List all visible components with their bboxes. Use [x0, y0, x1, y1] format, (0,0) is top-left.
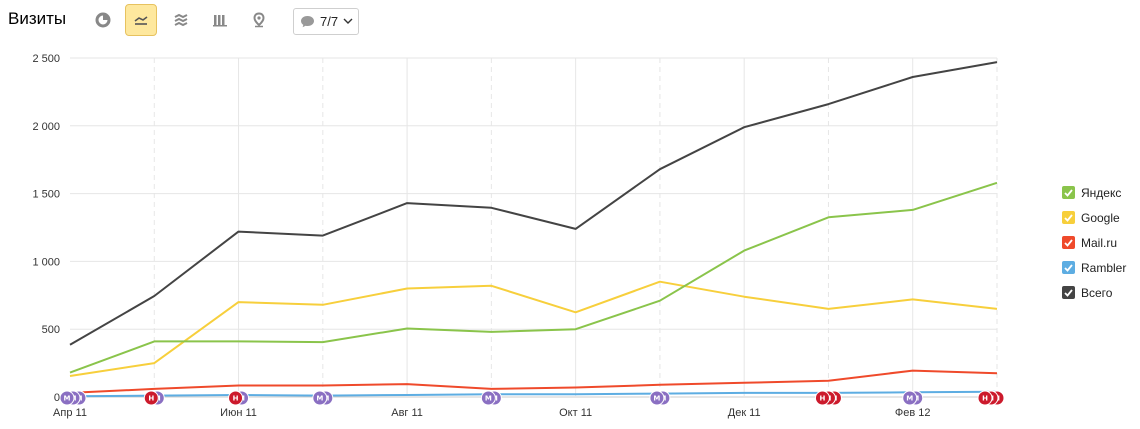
checkbox-icon[interactable] — [1062, 236, 1075, 249]
x-tick-label: Авг 11 — [391, 407, 423, 419]
bar-chart-icon — [213, 15, 227, 27]
legend-item[interactable]: Mail.ru — [1062, 230, 1126, 255]
annotation-marker[interactable]: М — [59, 390, 75, 406]
line-chart-button[interactable] — [125, 4, 157, 36]
area-chart-icon — [174, 13, 188, 27]
comment-icon — [301, 16, 314, 28]
map-pin-icon — [253, 12, 265, 28]
legend-item[interactable]: Яндекс — [1062, 180, 1126, 205]
series-line — [69, 390, 998, 398]
annotation-letter: Н — [982, 395, 988, 403]
legend-item[interactable]: Rambler — [1062, 255, 1126, 280]
legend-label: Google — [1081, 210, 1120, 225]
annotation-letter: М — [64, 395, 71, 403]
annotation-letter: Н — [820, 395, 826, 403]
chevron-down-icon — [343, 18, 353, 24]
annotation-letter: М — [653, 395, 660, 403]
chart-toolbar: Визиты — [0, 0, 1140, 40]
checkbox-icon[interactable] — [1062, 211, 1075, 224]
annotation-marker[interactable]: М — [649, 390, 665, 406]
series-line — [69, 181, 998, 374]
annotation-markers: ММММНМНММММММНННММННН — [59, 390, 1005, 406]
x-tick-label: Апр 11 — [53, 407, 87, 419]
series-line — [69, 280, 998, 377]
x-axis: Апр 11 Июн 11 Авг 11 Окт 11 Дек 11 Фев 12 — [53, 407, 930, 419]
legend-label: Rambler — [1081, 260, 1127, 275]
checkbox-icon[interactable] — [1062, 286, 1075, 299]
x-tick-label: Дек 11 — [728, 407, 761, 419]
y-tick-label: 500 — [42, 324, 60, 336]
annotation-marker[interactable]: Н — [143, 390, 159, 406]
pie-chart-icon — [95, 12, 111, 28]
x-tick-label: Фев 12 — [895, 407, 931, 419]
series-line — [69, 61, 998, 346]
legend-label: Яндекс — [1081, 185, 1122, 200]
notes-count: 7/7 — [320, 14, 339, 29]
series — [69, 61, 998, 398]
legend-label: Всего — [1081, 285, 1113, 300]
annotation-letter: Н — [233, 395, 239, 403]
x-tick-label: Окт 11 — [559, 407, 592, 419]
y-tick-label: 2 000 — [32, 121, 60, 133]
annotation-marker[interactable]: Н — [977, 390, 993, 406]
legend-label: Mail.ru — [1081, 235, 1118, 250]
x-tick-label: Июн 11 — [220, 407, 257, 419]
annotation-marker[interactable]: Н — [228, 390, 244, 406]
annotation-letter: Н — [148, 395, 154, 403]
y-tick-label: 1 000 — [32, 256, 60, 268]
annotation-marker[interactable]: М — [312, 390, 328, 406]
y-axis: 2 500 2 000 1 500 1 000 500 0 — [32, 53, 60, 404]
legend-item[interactable]: Всего — [1062, 280, 1126, 305]
annotation-letter: М — [906, 395, 913, 403]
annotation-letter: М — [485, 395, 492, 403]
bar-chart-button[interactable] — [204, 4, 236, 36]
chart-title: Визиты — [8, 9, 67, 28]
notes-dropdown[interactable]: 7/7 — [293, 8, 359, 35]
annotation-marker[interactable]: Н — [814, 390, 830, 406]
checkbox-icon[interactable] — [1062, 261, 1075, 274]
annotation-marker[interactable]: М — [480, 390, 496, 406]
pie-chart-button[interactable] — [87, 4, 119, 36]
y-tick-label: 2 500 — [32, 53, 60, 65]
annotation-marker[interactable]: М — [902, 390, 918, 406]
checkbox-icon[interactable] — [1062, 186, 1075, 199]
area-chart-button[interactable] — [165, 4, 197, 36]
map-button[interactable] — [243, 4, 275, 36]
legend-item[interactable]: Google — [1062, 205, 1126, 230]
annotation-letter: М — [316, 395, 323, 403]
grid — [70, 57, 998, 398]
chart-legend: Яндекс Google Mail.ru Rambler Всего — [1062, 180, 1126, 305]
series-line — [69, 369, 998, 394]
y-tick-label: 1 500 — [32, 189, 60, 201]
y-tick-label: 0 — [54, 392, 60, 404]
line-chart-icon — [134, 16, 148, 25]
